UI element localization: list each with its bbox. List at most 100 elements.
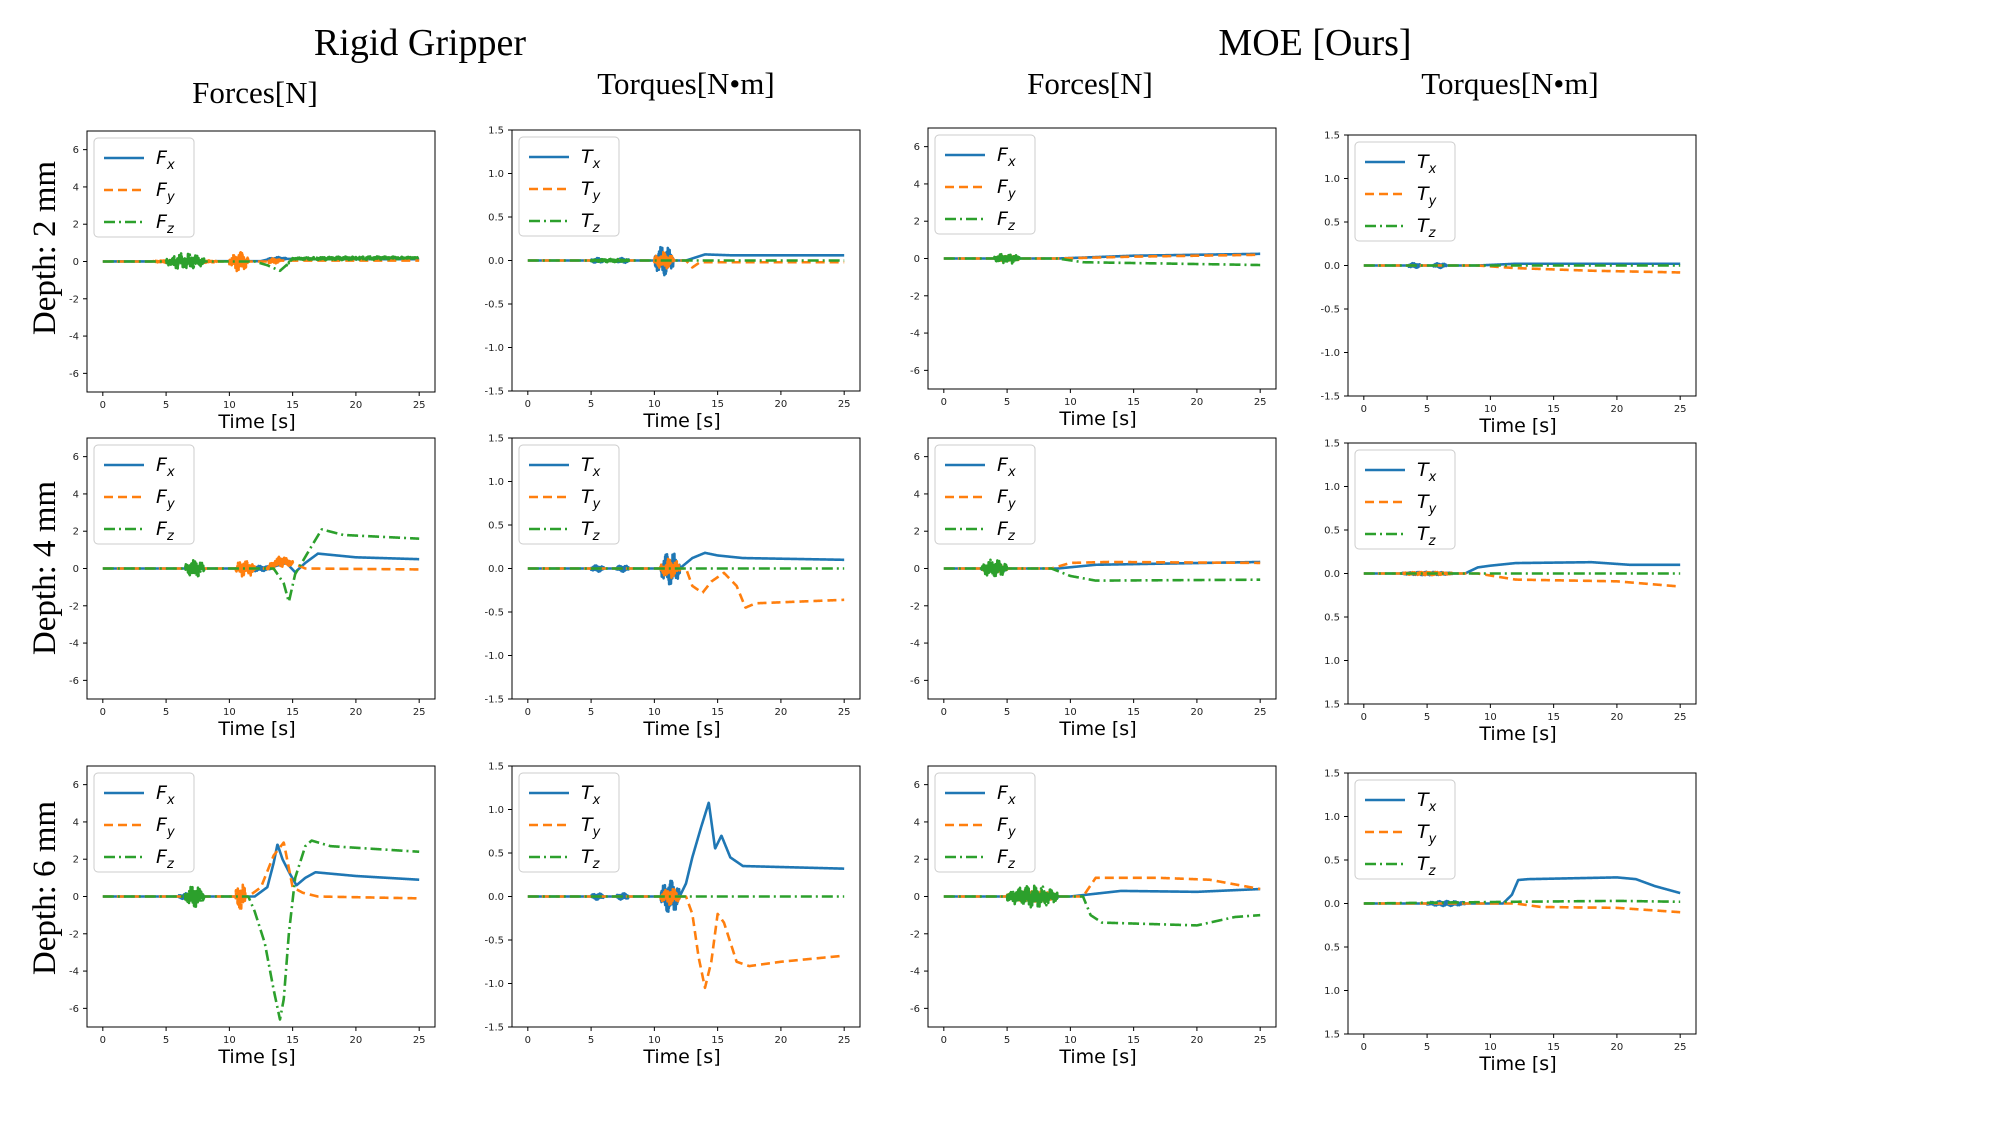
- legend-entry-y: Fy: [156, 814, 175, 840]
- legend-entry-z: Tz: [581, 210, 601, 236]
- x-tick-label: 15: [1127, 1035, 1140, 1046]
- y-tick-label: 1.0: [1324, 812, 1340, 823]
- legend-entry-y: Fy: [997, 814, 1016, 840]
- x-axis-label: Time [s]: [1478, 415, 1556, 437]
- legend-box: [1354, 779, 1456, 880]
- y-tick-label: 0.5: [1324, 856, 1340, 867]
- y-tick-label: 4: [73, 489, 79, 500]
- y-tick-label: 0: [914, 564, 920, 575]
- y-tick-label: -6: [69, 369, 79, 380]
- legend-entry-z: Fz: [997, 208, 1016, 234]
- series-group: [526, 245, 846, 277]
- legend-entry-z: Fz: [997, 846, 1016, 872]
- y-tick-label: -6: [69, 1004, 79, 1015]
- y-tick-label: 6: [914, 452, 920, 463]
- x-tick-label: 10: [648, 399, 661, 410]
- legend-entry-y: Fy: [997, 486, 1016, 512]
- x-tick-label: 5: [1004, 397, 1010, 408]
- y-tick-label: 2: [73, 220, 79, 231]
- x-tick-label: 15: [711, 1035, 724, 1046]
- y-tick-label: 6: [73, 780, 79, 791]
- legend: Fx Fy Fz: [934, 772, 1036, 873]
- x-tick-label: 10: [1064, 707, 1077, 718]
- series-group: [101, 251, 421, 273]
- x-tick-label: 5: [163, 1035, 169, 1046]
- x-tick-label: 20: [1191, 1035, 1204, 1046]
- legend: Fx Fy Fz: [93, 772, 195, 873]
- x-axis-label: Time [s]: [642, 718, 720, 740]
- series-line-z: [526, 257, 846, 264]
- y-tick-label: -6: [910, 1004, 920, 1015]
- legend-box: [518, 136, 620, 237]
- y-tick-label: 1.0: [488, 805, 504, 816]
- y-tick-label: 6: [914, 780, 920, 791]
- legend: Tx Ty Tz: [518, 772, 620, 873]
- y-tick-label: 1.0: [1324, 656, 1340, 667]
- x-tick-label: 20: [775, 1035, 788, 1046]
- y-tick-label: 4: [914, 179, 920, 190]
- y-tick-label: -2: [69, 929, 79, 940]
- y-tick-label: -4: [910, 329, 920, 340]
- y-tick-label: 1.5: [1324, 1030, 1340, 1041]
- y-tick-label: -4: [910, 967, 920, 978]
- legend: Tx Ty Tz: [1354, 779, 1456, 880]
- y-tick-label: -4: [69, 639, 79, 650]
- y-tick-label: 0: [914, 254, 920, 265]
- series-line-y: [526, 557, 846, 609]
- y-tick-label: 1.5: [488, 762, 504, 773]
- y-tick-label: -6: [910, 676, 920, 687]
- legend-entry-y: Ty: [1417, 821, 1437, 847]
- legend-entry-y: Ty: [581, 814, 601, 840]
- x-tick-label: 25: [838, 399, 851, 410]
- legend-box: [93, 137, 195, 238]
- y-tick-label: -1.0: [1320, 348, 1340, 359]
- x-axis-label: Time [s]: [1478, 723, 1556, 745]
- x-tick-label: 10: [223, 707, 236, 718]
- subplot-torque-rigidgripper-6mm: 0 5 10 15 20 25 -1.5 -1.0 -0.5 0.0 0.5 1.0 1.5 Time […: [484, 762, 861, 1068]
- x-tick-label: 25: [413, 400, 426, 411]
- x-tick-label: 20: [775, 399, 788, 410]
- legend-entry-x: Fx: [156, 782, 175, 808]
- legend: Tx Ty Tz: [1354, 449, 1456, 550]
- y-tick-label: 1.0: [1324, 986, 1340, 997]
- series-group: [942, 251, 1262, 267]
- x-tick-label: 15: [711, 707, 724, 718]
- y-tick-label: 6: [73, 145, 79, 156]
- x-tick-label: 15: [1547, 404, 1560, 415]
- y-tick-label: -1.0: [484, 651, 504, 662]
- legend-entry-x: Tx: [581, 782, 601, 808]
- legend-entry-z: Tz: [1417, 215, 1437, 241]
- x-tick-label: 5: [1004, 1035, 1010, 1046]
- x-axis-label: Time [s]: [217, 1046, 295, 1068]
- y-tick-label: 0: [73, 257, 79, 268]
- x-tick-label: 0: [941, 1035, 947, 1046]
- x-tick-label: 15: [1127, 397, 1140, 408]
- x-tick-label: 20: [350, 707, 363, 718]
- legend-entry-z: Tz: [581, 518, 601, 544]
- series-group: [1362, 560, 1682, 588]
- subplot-torque-moeours-2mm: 0 5 10 15 20 25 -1.5 -1.0 -0.5 0.0 0.5 1.0 1.5 Time […: [1320, 131, 1697, 437]
- y-tick-label: 0.5: [488, 213, 504, 224]
- x-tick-label: 0: [1361, 1042, 1367, 1053]
- subplot-force-rigidgripper-4mm: 0 5 10 15 20 25 -6 -4 -2 0 2 4 6 Time [s] Fx Fy Fz: [69, 437, 436, 740]
- legend-entry-y: Ty: [1417, 183, 1437, 209]
- x-tick-label: 15: [1547, 712, 1560, 723]
- legend-entry-y: Ty: [581, 486, 601, 512]
- legend: Fx Fy Fz: [93, 137, 195, 238]
- y-tick-label: 0.0: [488, 256, 504, 267]
- x-axis-label: Time [s]: [1058, 408, 1136, 430]
- legend-entry-x: Fx: [997, 144, 1016, 170]
- legend-entry-x: Fx: [997, 782, 1016, 808]
- y-tick-label: 4: [73, 182, 79, 193]
- x-tick-label: 15: [286, 707, 299, 718]
- legend-entry-y: Ty: [581, 178, 601, 204]
- y-tick-label: -4: [69, 332, 79, 343]
- legend-entry-x: Fx: [156, 454, 175, 480]
- y-tick-label: 1.5: [1324, 769, 1340, 780]
- x-axis-label: Time [s]: [217, 718, 295, 740]
- x-tick-label: 20: [1191, 707, 1204, 718]
- series-line-y: [1362, 264, 1682, 274]
- legend-entry-z: Tz: [581, 846, 601, 872]
- x-axis-label: Time [s]: [1478, 1053, 1556, 1075]
- x-tick-label: 15: [711, 399, 724, 410]
